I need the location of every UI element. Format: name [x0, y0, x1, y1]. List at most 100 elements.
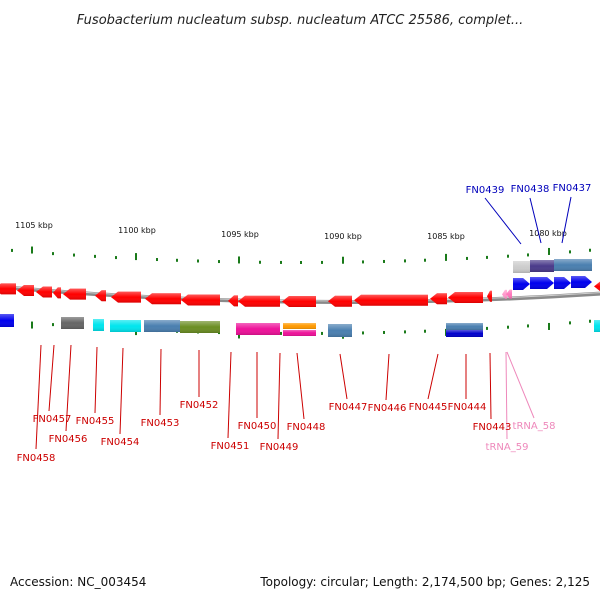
gene-arrow-red-shading: [430, 293, 447, 305]
annotation-box-shading: [594, 320, 600, 332]
leader-line: [385, 353, 390, 401]
gene-label: FN0444: [448, 402, 487, 413]
tick-mark-top: [321, 260, 323, 264]
annotation-box-shading: [554, 259, 592, 271]
tick-mark-top: [115, 256, 117, 260]
leader-line: [277, 352, 281, 440]
tick-mark-top: [31, 246, 33, 254]
tick-mark-top: [238, 256, 240, 264]
gene-arrow-red-shading: [111, 291, 141, 303]
trna-arrow-shading: [502, 289, 507, 299]
tick-mark-bottom: [569, 321, 571, 325]
kbp-label: 1080 kbp: [529, 229, 567, 238]
tick-mark-top: [342, 256, 344, 264]
gene-arrow-blue-shading: [530, 277, 554, 289]
gene-arrow-red-shading: [63, 288, 86, 300]
annotation-box-shading: [328, 324, 352, 337]
gene-label: FN0452: [180, 400, 219, 411]
gene-label: tRNA_59: [486, 442, 529, 453]
kbp-label: 1105 kbp: [15, 221, 53, 230]
gene-label: FN0451: [211, 441, 250, 452]
gene-label: FN0448: [287, 422, 326, 433]
annotation-box-shading: [446, 330, 483, 337]
tick-mark-bottom: [383, 330, 385, 334]
tick-mark-bottom: [321, 331, 323, 335]
tick-mark-bottom: [52, 323, 54, 327]
leader-line: [561, 196, 572, 244]
leader-line: [427, 353, 439, 400]
tick-mark-bottom: [31, 321, 33, 329]
tick-mark-bottom: [486, 326, 488, 330]
tick-mark-top: [362, 260, 364, 264]
gene-arrow-red-shading: [354, 294, 428, 306]
annotation-box-shading: [283, 323, 316, 329]
gene-label: FN0437: [553, 183, 592, 194]
tick-mark-bottom: [424, 329, 426, 333]
tick-mark-top: [445, 253, 447, 261]
tick-mark-top: [94, 254, 96, 258]
gene-label: FN0454: [101, 437, 140, 448]
gene-arrow-red-shading: [145, 293, 181, 305]
annotation-box-shading: [446, 323, 483, 330]
annotation-box-shading: [0, 314, 14, 327]
tick-mark-bottom: [280, 331, 282, 335]
gene-arrow-red-shading: [95, 290, 106, 302]
topology-summary: Topology: circular; Length: 2,174,500 bp…: [259, 575, 590, 589]
leader-line: [529, 197, 542, 244]
leader-line: [505, 351, 508, 440]
gene-label: FN0458: [17, 453, 56, 464]
gene-label: FN0447: [329, 402, 368, 413]
gene-arrow-red-shading: [181, 294, 220, 306]
gene-arrow-red-shading: [17, 285, 34, 297]
gene-arrow-red-shading: [282, 295, 316, 307]
tick-mark-bottom: [548, 322, 550, 330]
gene-arrow-red-shading: [53, 287, 61, 299]
gene-labels: FN0458FN0457FN0456FN0455FN0454FN0453FN04…: [17, 183, 592, 464]
gene-label: FN0455: [76, 416, 115, 427]
tick-mark-bottom: [589, 319, 591, 323]
tick-mark-top: [507, 254, 509, 258]
annotation-box-shading: [110, 320, 141, 332]
tick-mark-bottom: [507, 325, 509, 329]
gene-arrow-blue-shading: [554, 277, 571, 289]
gene-arrow-blue-shading: [571, 276, 592, 288]
gene-arrow-red-shading: [448, 292, 483, 304]
gene-arrow-red-shading: [238, 295, 280, 307]
annotation-box-shading: [236, 323, 280, 335]
tick-mark-top: [197, 259, 199, 263]
gene-features: [0, 259, 600, 337]
gene-arrow-blue-shading: [513, 278, 530, 290]
tick-mark-top: [218, 260, 220, 264]
tick-mark-top: [404, 259, 406, 263]
tick-mark-top: [589, 248, 591, 252]
accession-text: Accession: NC_003454: [10, 575, 146, 589]
tick-mark-top: [176, 258, 178, 262]
gene-label: FN0443: [473, 422, 512, 433]
annotation-box-shading: [180, 321, 220, 333]
gene-arrow-red-shading: [487, 290, 492, 302]
leader-line: [296, 352, 305, 420]
tick-mark-bottom: [362, 331, 364, 335]
annotation-box-shading: [144, 320, 180, 332]
gene-label: FN0456: [49, 434, 88, 445]
tick-mark-top: [527, 253, 529, 257]
leader-line: [65, 344, 72, 432]
leader-line: [35, 344, 42, 450]
gene-label: FN0449: [260, 442, 299, 453]
leader-line: [339, 353, 348, 400]
gene-arrow-red-shading: [0, 283, 16, 295]
kbp-label: 1095 kbp: [221, 230, 259, 239]
annotation-box-shading: [513, 261, 530, 273]
leader-line: [489, 352, 492, 420]
tick-mark-bottom: [404, 330, 406, 334]
tick-mark-top: [486, 255, 488, 259]
annotation-box-shading: [530, 260, 554, 272]
kbp-label: 1085 kbp: [427, 232, 465, 241]
leader-line: [506, 351, 535, 419]
gene-label: FN0453: [141, 418, 180, 429]
gene-label: FN0450: [238, 421, 277, 432]
tick-mark-top: [383, 259, 385, 263]
leader-line: [227, 351, 232, 439]
gene-arrow-red-shading: [36, 286, 52, 298]
